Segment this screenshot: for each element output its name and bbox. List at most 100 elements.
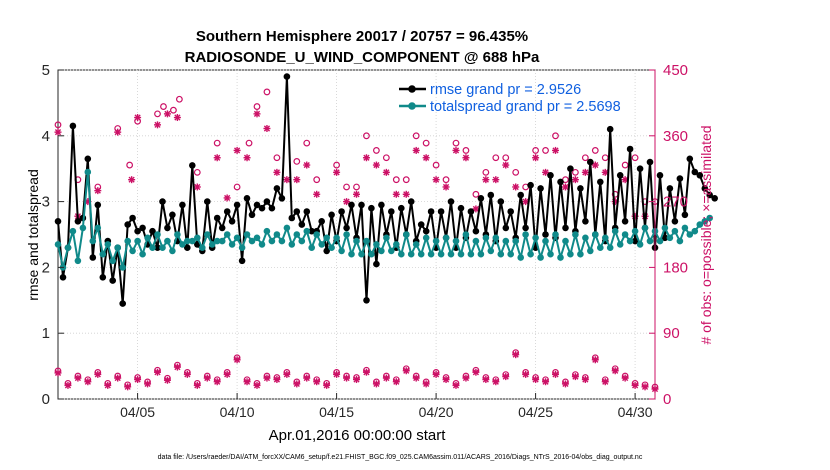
obs-possible-marker	[253, 103, 261, 110]
obs-assimilated-marker	[591, 161, 599, 169]
obs-assimilated-marker	[114, 374, 122, 382]
rmse-point	[139, 224, 146, 232]
spread-point	[631, 227, 639, 235]
spread-point	[363, 237, 370, 245]
obs-assimilated-marker	[303, 161, 311, 169]
spread-point	[358, 250, 365, 258]
spread-point	[602, 234, 609, 242]
obs-assimilated-marker	[462, 154, 470, 162]
obs-star-stroke	[333, 169, 340, 176]
obs-star-stroke	[641, 383, 649, 390]
obs-star-stroke	[94, 371, 101, 378]
obs-star-stroke	[472, 205, 479, 213]
obs-assimilated-marker	[233, 146, 241, 154]
obs-star-stroke	[154, 369, 161, 376]
rmse-point	[94, 201, 102, 209]
obs-star-stroke	[522, 198, 529, 205]
spread-point	[587, 247, 594, 255]
obs-assimilated-marker	[412, 146, 420, 154]
spread-point	[213, 237, 221, 245]
obs-assimilated-marker	[223, 370, 231, 378]
rmse-point	[159, 198, 166, 205]
spread-point	[597, 244, 604, 251]
obs-assimilated-marker	[442, 183, 450, 191]
y-tick-label-right: 450	[663, 62, 688, 79]
spread-point	[527, 250, 534, 258]
spread-point	[184, 237, 191, 245]
obs-star-stroke	[134, 114, 141, 121]
obs-assimilated-marker	[432, 176, 440, 184]
obs-possible-marker	[54, 121, 62, 129]
rmse-point	[228, 218, 236, 225]
obs-assimilated-marker	[502, 373, 510, 381]
obs-assimilated-marker	[64, 381, 72, 389]
spread-point	[676, 237, 684, 245]
obs-assimilated-marker	[552, 370, 559, 378]
spread-point	[99, 250, 107, 258]
obs-assimilated-marker	[512, 351, 520, 359]
obs-possible-marker	[343, 183, 350, 191]
obs-assimilated-marker	[333, 370, 341, 378]
obs-star-stroke	[164, 110, 171, 117]
spread-point	[502, 237, 510, 245]
obs-assimilated-marker	[621, 176, 629, 184]
rmse-point	[477, 195, 485, 202]
rmse-point	[343, 224, 350, 232]
spread-point	[407, 250, 415, 258]
rmse-point	[427, 208, 435, 215]
obs-star-stroke	[253, 382, 261, 389]
rmse-point	[666, 185, 674, 192]
obs-star-stroke	[353, 376, 360, 383]
obs-possible-marker	[382, 154, 390, 162]
rmse-point	[621, 218, 629, 225]
legend-spread-marker	[408, 102, 416, 110]
rmse-point	[189, 162, 196, 169]
obs-possible-marker	[373, 147, 380, 154]
obs-possible-marker	[542, 147, 549, 154]
spread-point	[457, 250, 465, 258]
obs-assimilated-marker	[362, 154, 370, 162]
obs-assimilated-marker	[84, 378, 92, 386]
obs-assimilated-marker	[452, 146, 460, 154]
obs-possible-marker	[412, 132, 420, 140]
y-tick-label-right: 0	[663, 391, 671, 408]
spread-point	[373, 241, 380, 248]
rmse-point	[84, 155, 92, 163]
rmse-point	[711, 195, 718, 202]
rmse-point	[328, 211, 335, 219]
rmse-point	[447, 198, 455, 205]
rmse-point	[184, 244, 191, 251]
rmse-point	[616, 172, 624, 179]
obs-assimilated-marker	[74, 374, 82, 382]
obs-possible-marker	[263, 88, 271, 96]
legend-spread-label: totalspread grand pr = 2.5698	[430, 99, 621, 115]
obs-assimilated-marker	[561, 380, 569, 388]
obs-assimilated-marker	[581, 168, 589, 176]
spread-point	[318, 241, 326, 248]
spread-point	[636, 241, 644, 248]
obs-possible-marker	[591, 147, 599, 154]
obs-star-stroke	[572, 176, 579, 183]
rmse-point	[278, 195, 286, 202]
spread-point	[422, 234, 430, 242]
obs-possible-marker	[293, 157, 301, 165]
obs-star-stroke	[114, 374, 121, 382]
obs-assimilated-marker	[472, 368, 480, 376]
spread-point	[666, 234, 674, 242]
rmse-point	[69, 122, 77, 130]
obs-assimilated-marker	[492, 176, 500, 184]
spread-point	[437, 250, 445, 258]
spread-point	[199, 244, 206, 251]
obs-assimilated-marker	[313, 190, 321, 198]
obs-assimilated-marker	[561, 183, 569, 191]
spread-point	[109, 257, 116, 265]
obs-assimilated-marker	[372, 161, 380, 169]
obs-possible-marker	[154, 110, 161, 118]
legend-rmse-marker	[408, 85, 416, 93]
rmse-point	[597, 178, 604, 186]
spread-point	[388, 247, 395, 255]
legend-rmse-label: rmse grand pr = 2.9526	[430, 82, 581, 98]
obs-assimilated-marker	[273, 168, 281, 176]
obs-assimilated-marker	[323, 381, 331, 389]
obs-star-stroke	[562, 183, 569, 191]
